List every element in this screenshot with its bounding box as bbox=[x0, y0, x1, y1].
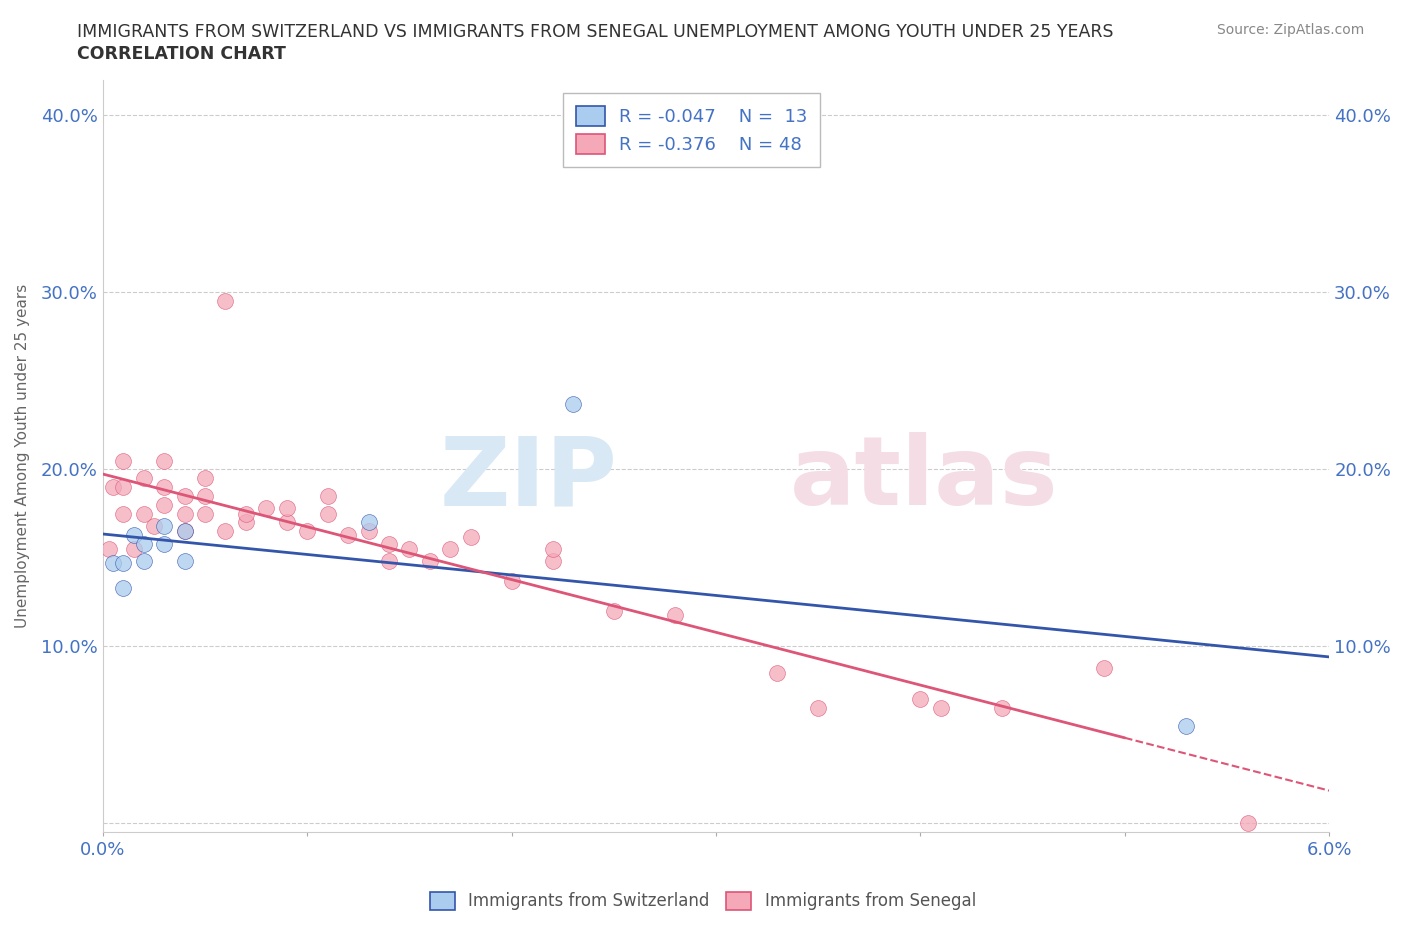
Point bbox=[173, 524, 195, 538]
Text: Source: ZipAtlas.com: Source: ZipAtlas.com bbox=[1216, 23, 1364, 37]
Point bbox=[153, 519, 176, 534]
Point bbox=[153, 498, 176, 512]
Point bbox=[807, 701, 830, 716]
Point bbox=[929, 701, 952, 716]
Point bbox=[112, 480, 135, 495]
Text: CORRELATION CHART: CORRELATION CHART bbox=[77, 45, 287, 62]
Point bbox=[419, 554, 441, 569]
Point bbox=[541, 541, 564, 556]
Point bbox=[122, 527, 145, 542]
Point bbox=[603, 604, 626, 618]
Point bbox=[1175, 719, 1198, 734]
Point bbox=[173, 506, 195, 521]
Point bbox=[562, 396, 585, 411]
Point bbox=[153, 480, 176, 495]
Point bbox=[1236, 816, 1258, 830]
Point bbox=[132, 471, 155, 485]
Point bbox=[910, 692, 932, 707]
Point bbox=[316, 506, 339, 521]
Point bbox=[235, 515, 257, 530]
Point bbox=[378, 537, 401, 551]
Text: ZIP: ZIP bbox=[440, 432, 619, 525]
Point bbox=[101, 556, 124, 571]
Point bbox=[235, 506, 257, 521]
Point bbox=[501, 574, 523, 589]
Point bbox=[766, 666, 789, 681]
Y-axis label: Unemployment Among Youth under 25 years: Unemployment Among Youth under 25 years bbox=[15, 284, 30, 629]
Legend: Immigrants from Switzerland, Immigrants from Senegal: Immigrants from Switzerland, Immigrants … bbox=[423, 885, 983, 917]
Point bbox=[541, 554, 564, 569]
Point bbox=[194, 471, 217, 485]
Legend: R = -0.047    N =  13, R = -0.376    N = 48: R = -0.047 N = 13, R = -0.376 N = 48 bbox=[562, 93, 820, 167]
Point bbox=[122, 541, 145, 556]
Point bbox=[101, 480, 124, 495]
Point bbox=[112, 506, 135, 521]
Point bbox=[337, 527, 360, 542]
Point bbox=[214, 524, 236, 538]
Point bbox=[173, 554, 195, 569]
Point bbox=[991, 701, 1014, 716]
Point bbox=[194, 488, 217, 503]
Point bbox=[1094, 660, 1116, 675]
Point bbox=[276, 501, 298, 516]
Point bbox=[112, 453, 135, 468]
Point bbox=[357, 515, 380, 530]
Point bbox=[132, 554, 155, 569]
Point bbox=[132, 537, 155, 551]
Point bbox=[214, 294, 236, 309]
Text: atlas: atlas bbox=[790, 432, 1059, 525]
Text: IMMIGRANTS FROM SWITZERLAND VS IMMIGRANTS FROM SENEGAL UNEMPLOYMENT AMONG YOUTH : IMMIGRANTS FROM SWITZERLAND VS IMMIGRANT… bbox=[77, 23, 1114, 41]
Point bbox=[664, 607, 686, 622]
Point bbox=[460, 529, 482, 544]
Point bbox=[194, 506, 217, 521]
Point bbox=[132, 506, 155, 521]
Point bbox=[112, 556, 135, 571]
Point bbox=[316, 488, 339, 503]
Point bbox=[378, 554, 401, 569]
Point bbox=[173, 488, 195, 503]
Point bbox=[153, 537, 176, 551]
Point bbox=[398, 541, 420, 556]
Point bbox=[254, 501, 277, 516]
Point bbox=[297, 524, 319, 538]
Point bbox=[112, 580, 135, 595]
Point bbox=[98, 541, 121, 556]
Point bbox=[439, 541, 461, 556]
Point bbox=[153, 453, 176, 468]
Point bbox=[357, 524, 380, 538]
Point bbox=[142, 519, 165, 534]
Point bbox=[276, 515, 298, 530]
Point bbox=[173, 524, 195, 538]
